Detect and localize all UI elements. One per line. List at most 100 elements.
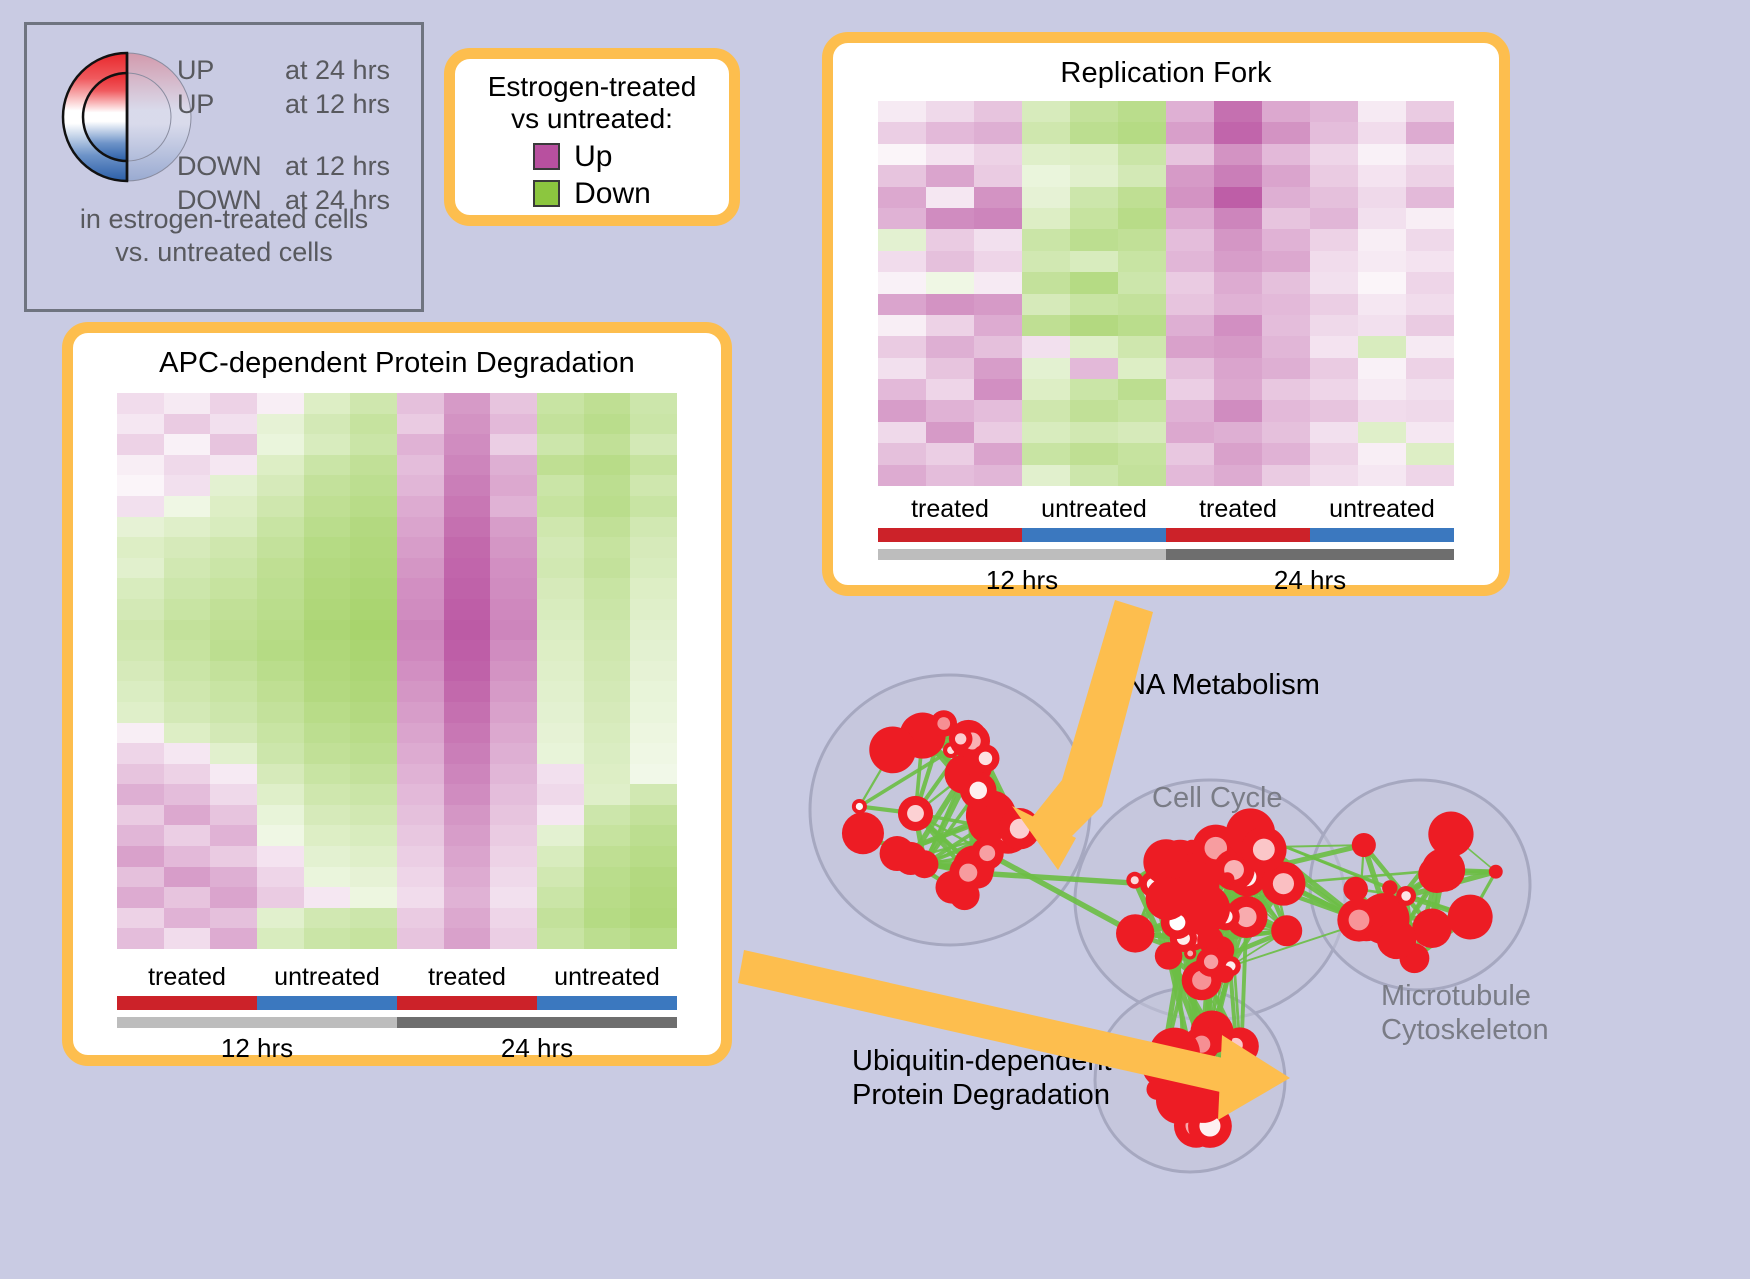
network-node[interactable] (1220, 872, 1235, 887)
heatmap-cell (630, 619, 677, 641)
network-node[interactable] (960, 772, 997, 809)
network-node[interactable] (1225, 895, 1268, 939)
network-label-cytoskeleton: Cytoskeleton (1381, 1014, 1549, 1046)
heatmap-cell (303, 804, 351, 826)
heatmap-cell (257, 454, 304, 476)
network-node[interactable] (971, 744, 1000, 773)
network-node[interactable] (1116, 914, 1155, 953)
network-node[interactable] (949, 853, 988, 892)
network-node[interactable] (851, 798, 867, 814)
heatmap-cell (1310, 272, 1358, 294)
network-node[interactable] (1447, 894, 1493, 940)
heatmap-cell (490, 784, 537, 805)
replication-fork-panel: Replication Fork treated untreated treat… (822, 32, 1510, 596)
heatmap-cell (926, 293, 974, 315)
heatmap-cell (210, 701, 257, 723)
network-node[interactable] (869, 726, 917, 774)
heatmap-cell (583, 619, 631, 641)
heatmap-cell (1214, 186, 1262, 208)
network-node[interactable] (1396, 885, 1417, 906)
heatmap-cell (163, 660, 211, 682)
heatmap-cell (163, 537, 211, 558)
network-node[interactable] (1271, 915, 1303, 947)
heatmap-cell (878, 314, 926, 337)
network-node[interactable] (1428, 811, 1474, 857)
network-node[interactable] (1412, 908, 1452, 948)
network-node[interactable] (897, 795, 934, 831)
heatmap-cell (1022, 186, 1070, 208)
heatmap-cell (630, 907, 677, 929)
network-node[interactable] (1241, 826, 1287, 873)
network-node[interactable] (894, 841, 928, 875)
heatmap-cell (303, 907, 351, 929)
network-node[interactable] (1184, 947, 1197, 960)
heatmap-cell (210, 887, 257, 908)
heatmap-cell (350, 784, 397, 805)
network-node[interactable] (930, 710, 958, 737)
network-node[interactable] (1227, 1056, 1266, 1095)
time-color-bar (878, 549, 1454, 560)
time-label: 12 hrs (985, 565, 1059, 595)
heatmap-cell (257, 640, 304, 661)
heatmap-cell (1070, 379, 1118, 401)
heatmap-cell (303, 434, 351, 455)
heatmap-cell (117, 907, 164, 929)
heatmap-cell (630, 578, 677, 599)
heatmap-cell (1310, 122, 1358, 144)
heatmap-cell (1118, 464, 1166, 487)
heatmap-cell (350, 804, 397, 826)
heatmap-cell (630, 475, 677, 496)
network-node[interactable] (1183, 898, 1214, 929)
network-node[interactable] (1337, 898, 1381, 942)
legend-key: DOWN (177, 184, 262, 215)
network-node[interactable] (1145, 876, 1189, 921)
network-node[interactable] (841, 812, 884, 855)
network-node[interactable] (1180, 1077, 1226, 1123)
network-node[interactable] (1351, 832, 1376, 858)
colorwheel-legend-box: UP at 24 hrs UP at 12 hrs DOWN at 12 hrs… (24, 22, 424, 312)
heatmap-cell (1166, 314, 1214, 337)
heatmap-cell (537, 681, 584, 702)
heatmap-cell (878, 443, 926, 465)
heatmap-cell (878, 122, 926, 144)
color-bar-segment (878, 528, 1022, 542)
network-node[interactable] (1157, 848, 1188, 880)
heatmap-cell (210, 454, 257, 476)
heatmap-cell (1310, 293, 1358, 315)
heatmap-cell (583, 434, 631, 455)
network-node[interactable] (998, 808, 1041, 850)
network-node[interactable] (1376, 919, 1417, 960)
network-node[interactable] (1488, 864, 1503, 879)
heatmap-cell (397, 557, 444, 579)
heatmap-cell (397, 722, 444, 744)
heatmap-cell (303, 475, 351, 496)
heatmap-cell (1118, 443, 1166, 465)
network-node[interactable] (1149, 1027, 1200, 1079)
network-node[interactable] (1382, 880, 1398, 896)
network-node[interactable] (1216, 965, 1234, 983)
heatmap-cell (443, 866, 491, 888)
heatmap-cell (257, 660, 304, 682)
heatmap-cell (257, 413, 304, 435)
heatmap-cell (350, 640, 397, 661)
heatmap-cell (1022, 443, 1070, 465)
heatmap-cell (1310, 421, 1358, 444)
heatmap-cell (163, 640, 211, 661)
heatmap-cell (1310, 379, 1358, 401)
network-node[interactable] (1126, 871, 1144, 889)
network-node[interactable] (1343, 876, 1368, 902)
heatmap-cell (1406, 336, 1454, 358)
network-node[interactable] (1261, 861, 1306, 906)
heatmap-cell (117, 825, 164, 847)
heatmap-cell (1118, 357, 1166, 380)
heatmap-cell (257, 681, 304, 702)
heatmap-cell (303, 619, 351, 641)
network-node[interactable] (1154, 942, 1183, 970)
heatmap-cell (537, 907, 584, 929)
heatmap-cell (537, 887, 584, 908)
colorwheel-legend-rows: UP at 24 hrs UP at 12 hrs DOWN at 12 hrs… (177, 53, 427, 217)
network-node[interactable] (1421, 848, 1466, 892)
network-node[interactable] (948, 727, 973, 751)
heatmap-cell (397, 413, 444, 435)
network-node[interactable] (1146, 1078, 1168, 1100)
